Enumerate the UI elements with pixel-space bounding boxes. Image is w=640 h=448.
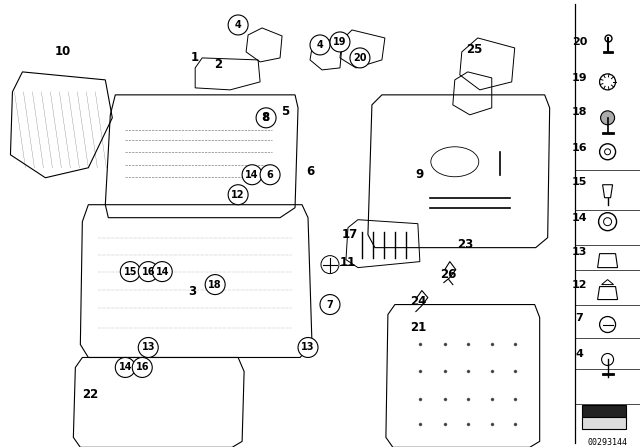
- Text: 14: 14: [572, 213, 588, 223]
- Text: 6: 6: [267, 170, 273, 180]
- Text: 16: 16: [136, 362, 149, 372]
- Text: 20: 20: [572, 37, 588, 47]
- Text: 20: 20: [353, 53, 367, 63]
- Text: 7: 7: [576, 313, 584, 323]
- Text: 16: 16: [572, 143, 588, 153]
- Circle shape: [330, 32, 350, 52]
- Circle shape: [256, 108, 276, 128]
- Text: 16: 16: [141, 267, 155, 276]
- Circle shape: [138, 262, 158, 282]
- Text: 8: 8: [261, 112, 269, 125]
- Text: 15: 15: [572, 177, 588, 187]
- Text: 2: 2: [214, 58, 222, 71]
- Circle shape: [228, 185, 248, 205]
- Circle shape: [350, 48, 370, 68]
- Circle shape: [298, 337, 318, 358]
- Text: 15: 15: [124, 267, 137, 276]
- Text: 13: 13: [572, 247, 588, 257]
- Text: 6: 6: [306, 165, 314, 178]
- Text: 14: 14: [118, 362, 132, 372]
- Text: 17: 17: [342, 228, 358, 241]
- Text: 21: 21: [410, 321, 426, 334]
- Text: 10: 10: [54, 45, 70, 58]
- Circle shape: [115, 358, 135, 378]
- Text: 14: 14: [156, 267, 169, 276]
- Text: 23: 23: [457, 238, 473, 251]
- Circle shape: [132, 358, 152, 378]
- Bar: [582, 418, 625, 429]
- Circle shape: [320, 295, 340, 314]
- Text: 8: 8: [262, 113, 269, 123]
- Circle shape: [205, 275, 225, 295]
- Text: 11: 11: [340, 256, 356, 269]
- Text: 4: 4: [235, 20, 241, 30]
- Text: 18: 18: [209, 280, 222, 289]
- Text: 26: 26: [440, 268, 456, 281]
- Text: 25: 25: [467, 43, 483, 56]
- Bar: [582, 405, 625, 419]
- Text: 14: 14: [245, 170, 259, 180]
- Circle shape: [310, 35, 330, 55]
- Text: 12: 12: [572, 280, 588, 289]
- Text: 1: 1: [191, 52, 199, 65]
- Text: 22: 22: [82, 388, 99, 401]
- Text: 7: 7: [326, 300, 333, 310]
- Text: 4: 4: [317, 40, 323, 50]
- Text: 24: 24: [410, 295, 426, 308]
- Text: 4: 4: [576, 349, 584, 359]
- Text: 12: 12: [232, 190, 245, 200]
- Text: 19: 19: [572, 73, 588, 83]
- Text: 00293144: 00293144: [588, 438, 628, 447]
- Text: 13: 13: [301, 342, 315, 353]
- Circle shape: [138, 337, 158, 358]
- Circle shape: [242, 165, 262, 185]
- Circle shape: [260, 165, 280, 185]
- Text: 19: 19: [333, 37, 347, 47]
- Circle shape: [228, 15, 248, 35]
- Circle shape: [600, 111, 614, 125]
- Text: 9: 9: [416, 168, 424, 181]
- Circle shape: [152, 262, 172, 282]
- Text: 3: 3: [188, 285, 196, 298]
- Text: 13: 13: [141, 342, 155, 353]
- Circle shape: [120, 262, 140, 282]
- Text: 5: 5: [281, 105, 289, 118]
- Text: 18: 18: [572, 107, 588, 117]
